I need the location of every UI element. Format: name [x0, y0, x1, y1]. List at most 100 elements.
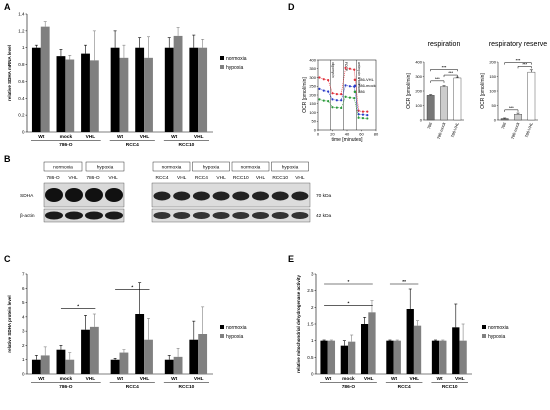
data-point	[335, 99, 338, 102]
y-tick-label: 200	[415, 88, 422, 93]
bar	[440, 86, 448, 121]
y-tick-label: 0	[22, 372, 25, 377]
band-sdha	[271, 191, 289, 201]
y-tick-label: 6	[22, 286, 25, 291]
condition-label: hypoxia	[97, 165, 114, 171]
category-label: VHL	[86, 134, 96, 140]
significance-mark: ***	[448, 70, 453, 75]
significance-mark: *	[347, 301, 349, 307]
group-label: RCC10	[179, 142, 195, 148]
condition-box	[152, 161, 191, 172]
band-sdha	[85, 188, 103, 202]
bar-hypoxia	[368, 312, 376, 374]
bar-hypoxia	[144, 339, 153, 374]
data-point	[322, 89, 325, 92]
injection-label: oligomycin	[331, 62, 335, 78]
condition-box	[43, 161, 83, 172]
y-tick-label: 0	[420, 117, 423, 122]
bar-normoxia	[452, 327, 460, 374]
bar-hypoxia	[348, 341, 356, 374]
band-actin	[232, 212, 250, 219]
data-point	[340, 106, 343, 110]
injection-label: antimycin & rotenone	[357, 62, 361, 93]
category-label: Wt	[437, 376, 444, 382]
y-tick-label: 400	[309, 57, 316, 62]
y-tick-label: 50	[492, 103, 497, 108]
y-axis-title: OCR [pmol/min]	[480, 73, 486, 109]
bar-normoxia	[81, 329, 90, 374]
condition-box	[271, 161, 309, 172]
x-tick-label: 20	[330, 132, 335, 137]
significance-mark: **	[402, 279, 406, 285]
lane-label: VHL	[68, 175, 78, 181]
bar-hypoxia	[413, 325, 422, 374]
y-tick-label: 100	[489, 88, 496, 93]
legend-marker	[353, 84, 357, 88]
lane-label: RCC4	[195, 175, 208, 181]
category-label: Wt	[117, 376, 124, 382]
bar-normoxia	[189, 339, 199, 374]
y-tick-label: 0	[314, 127, 317, 132]
legend-label: hypoxia	[226, 65, 243, 71]
size-label: 70 kDa	[316, 193, 332, 199]
y-axis-title: relative SDHA mRNA level	[7, 45, 12, 101]
category-label: Wt	[325, 376, 332, 382]
bar-normoxia	[340, 345, 349, 374]
data-point	[344, 66, 347, 69]
y-tick-label: 250	[309, 84, 316, 89]
y-tick-label: 0.6	[18, 79, 25, 84]
category-label: VHL	[140, 376, 150, 382]
lane-label: 786-O	[86, 175, 100, 181]
y-tick-label: 300	[309, 75, 316, 80]
x-tick-label: 80	[374, 132, 379, 137]
bar-hypoxia	[459, 340, 467, 374]
chart-title: respiratory reserve	[489, 41, 547, 48]
band-sdha	[173, 191, 191, 201]
legend-label: hypoxia	[488, 334, 505, 340]
band-actin	[105, 211, 123, 220]
group-label: 786-O	[59, 384, 73, 390]
band-sdha	[153, 191, 171, 201]
significance-mark: ***	[442, 64, 447, 69]
band-actin	[85, 211, 103, 220]
y-tick-label: 50	[312, 119, 317, 124]
data-point	[366, 114, 369, 117]
lane-label: RCC4	[155, 175, 168, 181]
y-tick-label: 3	[311, 272, 314, 277]
bar-normoxia	[361, 324, 369, 374]
bar	[500, 118, 509, 121]
band-actin	[271, 212, 289, 219]
bar-normoxia	[135, 314, 145, 374]
data-point	[353, 97, 356, 100]
legend-swatch	[482, 325, 486, 329]
bar-hypoxia	[119, 57, 129, 133]
band-sdha	[105, 188, 123, 202]
panel-d-line-chart: 0 50 100 150 200 250 300 350 400 0 20 40 60 80 time [m…	[302, 57, 379, 143]
bar-normoxia	[431, 340, 440, 374]
category-label: Wt	[171, 134, 178, 140]
bar-normoxia	[56, 56, 66, 133]
category-label: mock	[60, 134, 73, 140]
y-axis-title: OCR [pmol/min]	[406, 73, 412, 109]
legend-swatch	[220, 65, 224, 69]
y-tick-label: 300	[415, 74, 422, 79]
bar-hypoxia	[89, 60, 99, 132]
y-tick-label: 1.4	[18, 12, 25, 17]
lane-label: RCC10	[272, 175, 288, 181]
lane-label: VHL	[108, 175, 118, 181]
bar-hypoxia	[173, 35, 183, 132]
y-axis-title: relative mitochondrial dehydrogenase act…	[296, 274, 301, 373]
category-label: VHL	[455, 376, 465, 382]
legend-label: 786	[358, 89, 365, 94]
group-label: RCC4	[126, 142, 139, 148]
condition-box	[85, 161, 125, 172]
y-tick-label: 100	[309, 110, 316, 115]
panel-a-letter: A	[4, 2, 11, 12]
bar-normoxia	[135, 47, 145, 132]
significance-mark: ***	[435, 76, 440, 81]
panel-c-chart: 0 1 2 3 4 5 6 7 relative SDHA protein level Wt moc…	[7, 272, 247, 391]
data-point	[327, 79, 330, 82]
data-point	[335, 93, 338, 96]
y-tick-label: 0	[22, 130, 25, 135]
bar-hypoxia	[40, 355, 50, 374]
